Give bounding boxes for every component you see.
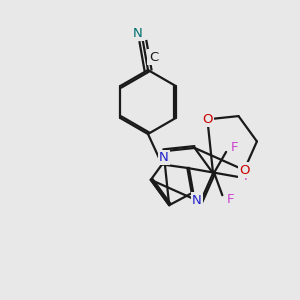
- Text: N: N: [133, 27, 142, 40]
- Text: F: F: [230, 141, 238, 154]
- Text: F: F: [226, 193, 234, 206]
- Text: N: N: [159, 151, 169, 164]
- Text: F: F: [244, 170, 251, 183]
- Text: C: C: [149, 51, 158, 64]
- Text: O: O: [202, 113, 213, 126]
- Text: N: N: [192, 194, 202, 207]
- Text: O: O: [239, 164, 249, 176]
